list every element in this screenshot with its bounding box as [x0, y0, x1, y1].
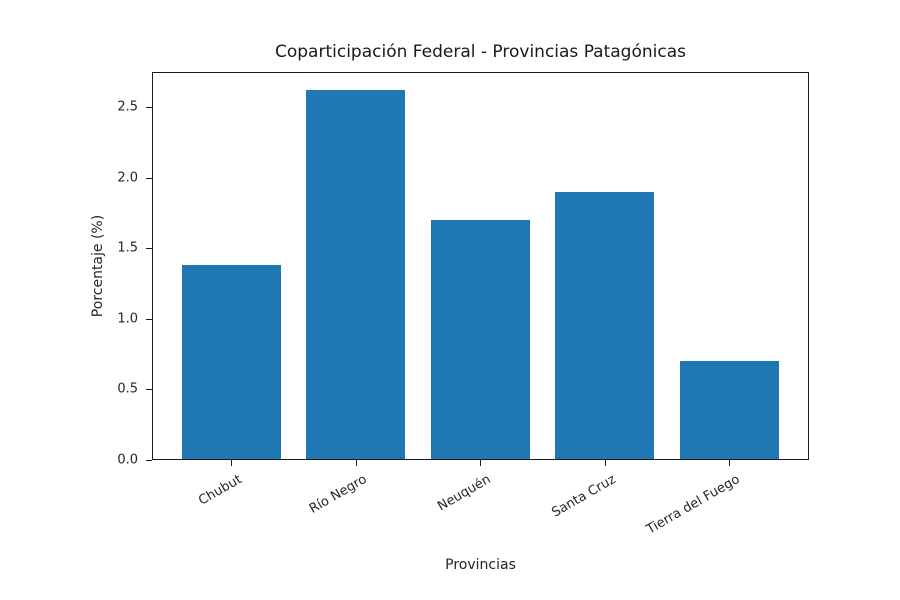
x-tick-mark — [231, 460, 232, 466]
bar-neuquén — [430, 220, 530, 459]
x-tick-label: Río Negro — [306, 472, 370, 517]
bar-chubut — [181, 265, 281, 459]
x-tick-label: Chubut — [196, 472, 245, 509]
x-tick-label: Tierra del Fuego — [644, 472, 743, 538]
y-tick-label: 1.0 — [117, 311, 138, 327]
y-axis-label: Porcentaje (%) — [90, 214, 106, 318]
y-tick-label: 0.5 — [117, 381, 138, 397]
y-tick-label: 1.5 — [117, 240, 138, 256]
y-tick-mark — [146, 389, 152, 390]
x-tick-mark — [480, 460, 481, 466]
bar-santa-cruz — [555, 191, 655, 459]
x-tick-label: Santa Cruz — [549, 472, 619, 521]
x-tick-mark — [729, 460, 730, 466]
y-tick-mark — [146, 319, 152, 320]
bar-río-negro — [306, 90, 406, 459]
y-tick-label: 0.0 — [117, 452, 138, 468]
x-axis-label: Provincias — [445, 557, 516, 573]
y-tick-mark — [146, 107, 152, 108]
y-tick-mark — [146, 178, 152, 179]
chart-title: Coparticipación Federal - Provincias Pat… — [275, 42, 686, 62]
x-tick-mark — [605, 460, 606, 466]
y-tick-label: 2.0 — [117, 170, 138, 186]
plot-area — [152, 72, 809, 460]
y-tick-mark — [146, 460, 152, 461]
bar-tierra-del-fuego — [679, 361, 779, 459]
x-tick-label: Neuquén — [435, 472, 494, 515]
x-tick-mark — [356, 460, 357, 466]
y-tick-mark — [146, 248, 152, 249]
y-tick-label: 2.5 — [117, 99, 138, 115]
